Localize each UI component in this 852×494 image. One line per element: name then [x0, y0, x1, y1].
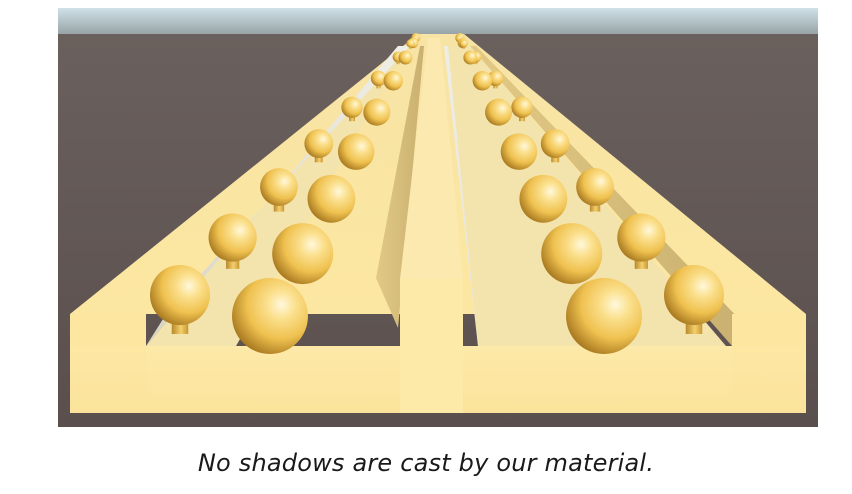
sphere-left-6 [307, 174, 356, 223]
sphere-right-7 [541, 223, 603, 285]
peg-right-8-head [664, 265, 724, 325]
center-ridge-top [400, 38, 463, 279]
sphere-left-4 [363, 98, 391, 126]
peg-left-3-head [370, 70, 387, 87]
sphere-right-4 [485, 98, 513, 126]
sphere-left-7 [272, 223, 334, 285]
peg-right-6-head [576, 168, 614, 206]
peg-left-7-head [208, 213, 257, 262]
left-groove-wall-dark [376, 46, 424, 328]
sphere-right-8 [566, 278, 642, 354]
sphere-left-3 [383, 71, 404, 91]
peg-left-1-head [406, 39, 415, 48]
peg-left-4-head [341, 96, 363, 118]
rendered-scene-image [58, 8, 818, 427]
peg-left-8-head [150, 265, 210, 325]
peg-right-5-head [540, 129, 570, 158]
peg-right-7-head [617, 213, 666, 262]
sphere-left-5 [337, 133, 375, 170]
front-left-top-lip [70, 314, 146, 346]
front-right-mid [463, 346, 732, 413]
sphere-objects [150, 33, 724, 354]
sphere-left-2 [398, 50, 413, 65]
sky [58, 8, 818, 38]
sphere-right-5 [500, 133, 538, 170]
front-center [400, 279, 463, 413]
sphere-right-2 [463, 50, 478, 65]
sphere-right-6 [519, 174, 568, 223]
figure-caption: No shadows are cast by our material. [197, 449, 655, 477]
front-right-top-lip [732, 314, 806, 346]
peg-left-6-head [260, 168, 298, 206]
scene-render [58, 8, 818, 427]
sphere-right-3 [472, 71, 493, 91]
sphere-left-8 [232, 278, 308, 354]
peg-right-4-head [511, 96, 533, 118]
peg-right-1-head [459, 39, 468, 48]
peg-left-5-head [304, 129, 334, 158]
front-left-mid [146, 346, 400, 413]
